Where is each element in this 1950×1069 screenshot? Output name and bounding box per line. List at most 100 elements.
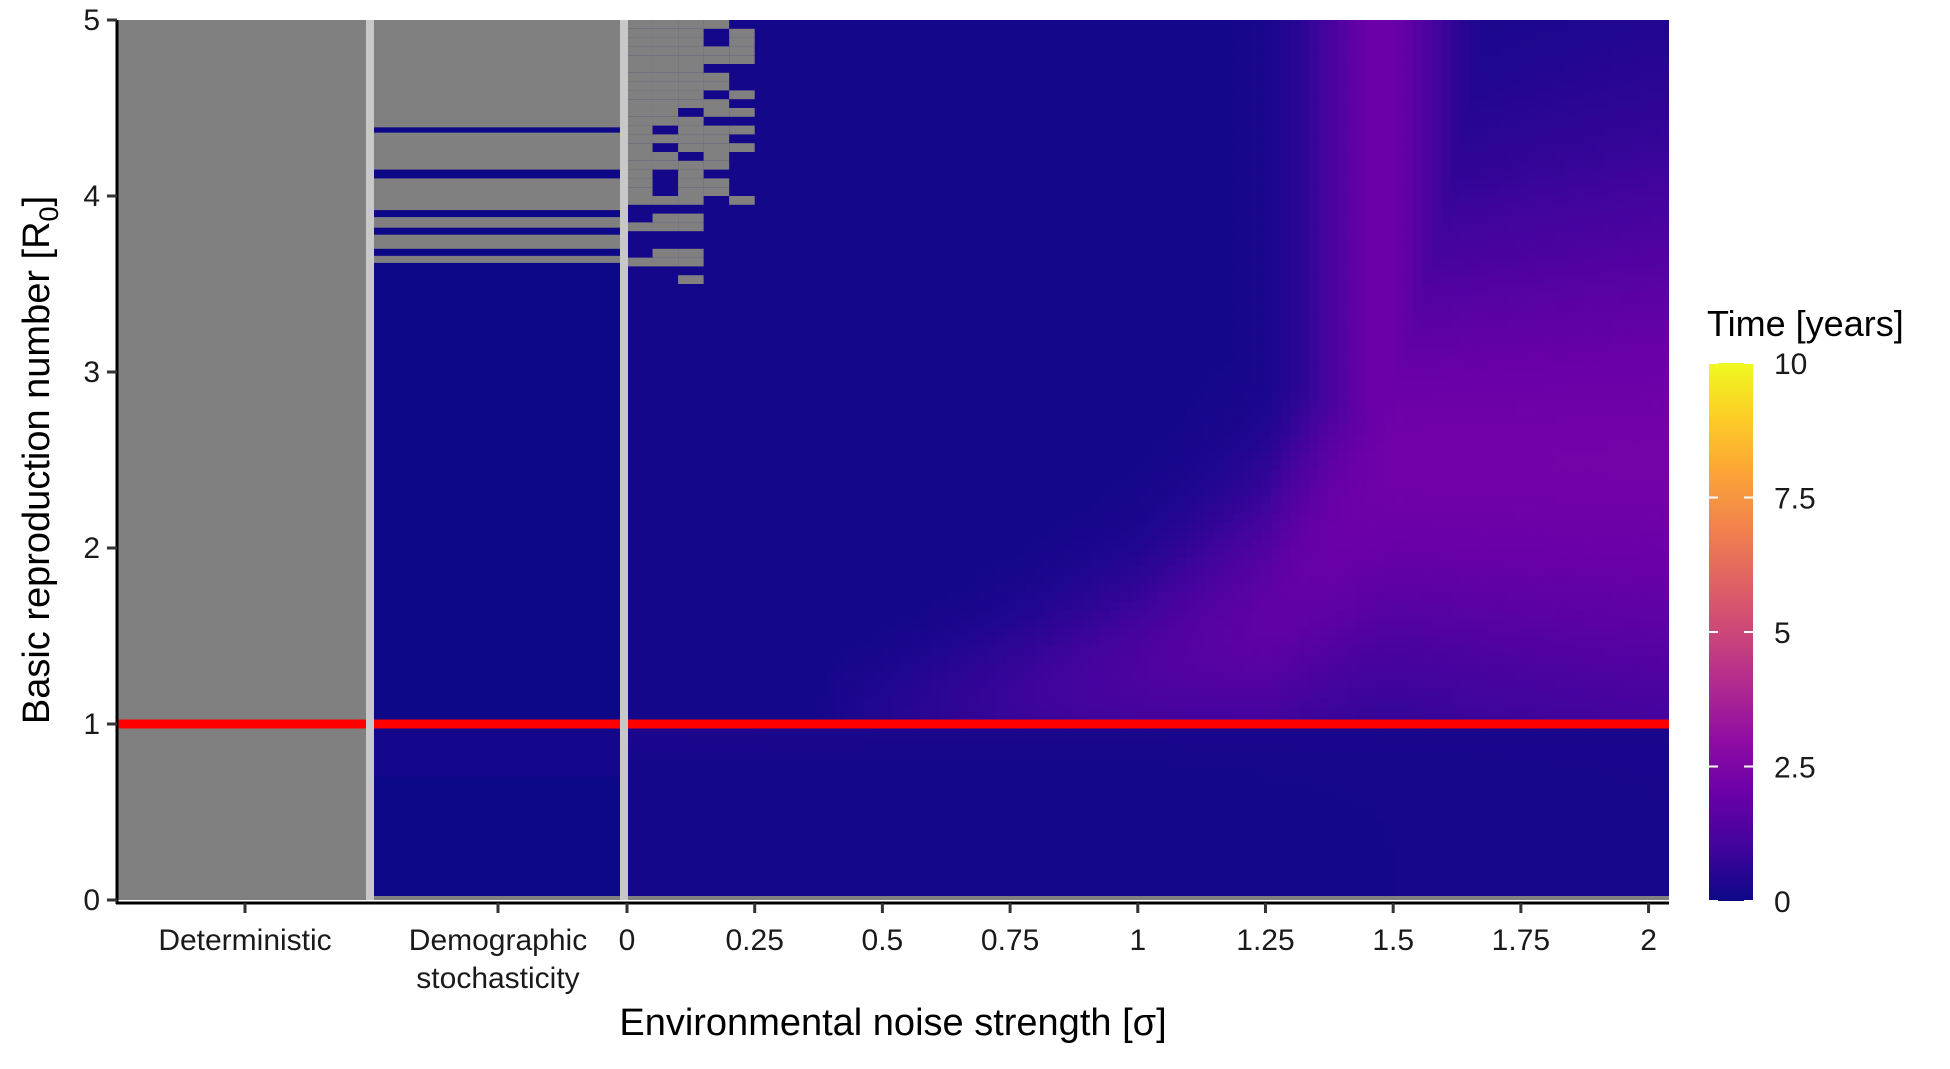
- heat-cell: [1166, 548, 1178, 558]
- heat-cell: [1432, 433, 1443, 443]
- heat-cell: [1365, 776, 1376, 787]
- heat-cell: [1081, 636, 1092, 646]
- heat-cell: [1526, 785, 1537, 795]
- heat-cell: [1545, 548, 1556, 558]
- heat-cell: [1526, 196, 1537, 206]
- heat-cell: [1564, 504, 1575, 514]
- heat-cell: [1555, 776, 1566, 787]
- heat-cell: [1394, 512, 1405, 523]
- heat-cell: [1062, 548, 1073, 558]
- heat-cell: [1479, 653, 1490, 663]
- heat-cell: [1422, 512, 1433, 523]
- heat-cell: [1280, 662, 1291, 672]
- heat-cell: [1053, 662, 1064, 672]
- heat-cell: [1526, 222, 1537, 232]
- heat-cell: [1441, 829, 1452, 839]
- heat-cell: [1545, 486, 1556, 496]
- heat-cell: [1271, 416, 1282, 426]
- heat-cell: [1545, 521, 1556, 531]
- heat-cell: [1185, 504, 1196, 514]
- heat-cell: [1602, 222, 1613, 232]
- heat-cell: [1365, 653, 1376, 663]
- heat-cell: [1394, 363, 1405, 373]
- heat-cell: [1309, 504, 1320, 514]
- heat-cell: [1460, 618, 1471, 628]
- heat-cell: [1564, 284, 1575, 294]
- heat-cell: [1195, 416, 1206, 426]
- heat-cell: [1290, 99, 1301, 109]
- heat-cell: [1479, 64, 1490, 74]
- heat-cell: [1185, 495, 1196, 505]
- heat-cell: [1394, 486, 1405, 496]
- heat-cell: [1356, 451, 1367, 461]
- heat-cell: [1327, 680, 1339, 690]
- heat-cell: [1148, 477, 1159, 487]
- heat-cell: [1441, 143, 1452, 153]
- heat-cell: [996, 592, 1007, 602]
- heat-cell: [1176, 565, 1187, 575]
- heat-cell: [844, 732, 855, 743]
- heat-cell: [1441, 319, 1452, 329]
- heat-cell: [1451, 556, 1462, 567]
- heat-cell: [939, 671, 950, 681]
- heat-cell: [1233, 345, 1244, 355]
- heat-cell: [1422, 213, 1433, 223]
- heat-cell: [1356, 363, 1367, 373]
- heat-cell: [1432, 636, 1443, 646]
- heat-cell: [1318, 424, 1329, 435]
- heat-cell: [1091, 592, 1102, 602]
- heat-cell: [1290, 504, 1301, 514]
- heat-cell: [1432, 574, 1443, 584]
- heat-cell: [1470, 125, 1481, 135]
- heat-cell: [1470, 741, 1481, 751]
- heat-cell: [1365, 468, 1376, 479]
- heat-cell: [1479, 46, 1490, 56]
- heat-cell: [1602, 363, 1613, 373]
- heat-cell: [1081, 706, 1092, 716]
- heat-cell: [1403, 741, 1414, 751]
- heat-cell: [1555, 548, 1566, 558]
- heat-cell: [1327, 442, 1339, 452]
- heat-cell: [1024, 583, 1035, 593]
- heat-cell: [1536, 99, 1547, 109]
- heat-cell: [1318, 213, 1329, 223]
- heat-cell: [1375, 301, 1386, 311]
- heat-cell: [1318, 636, 1329, 646]
- heat-cell: [1280, 99, 1291, 109]
- heat-cell: [1574, 838, 1585, 848]
- heat-cell: [1091, 512, 1102, 523]
- heat-cell: [1100, 556, 1111, 567]
- heat-cell: [1290, 583, 1301, 593]
- heat-cell: [1564, 671, 1575, 681]
- heat-cell: [1261, 706, 1272, 716]
- heat-cell: [1233, 609, 1244, 619]
- heat-cell: [835, 724, 846, 734]
- heat-cell: [1280, 257, 1291, 267]
- heat-cell: [1574, 732, 1585, 743]
- heat-cell: [1072, 732, 1083, 743]
- heat-cell: [1053, 609, 1064, 619]
- heat-cell: [1280, 354, 1291, 364]
- heat-cell: [1526, 28, 1537, 39]
- heat-cell: [1583, 521, 1594, 531]
- heat-cell: [1413, 530, 1424, 540]
- heat-cell: [1119, 512, 1130, 523]
- heat-cell: [1337, 407, 1348, 417]
- heat-cell: [1346, 468, 1357, 479]
- heat-cell: [1138, 521, 1149, 531]
- heat-cell: [1507, 407, 1519, 417]
- heat-cell: [1280, 46, 1291, 56]
- heat-cell: [1574, 108, 1585, 118]
- heat-cell: [1365, 662, 1376, 672]
- heat-cell: [1507, 688, 1519, 699]
- heat-cell: [1252, 451, 1263, 461]
- heat-cell: [1403, 442, 1414, 452]
- heat-cell: [1470, 37, 1481, 47]
- heat-cell: [1593, 310, 1604, 320]
- heat-cell: [1451, 442, 1462, 452]
- heat-cell: [1271, 556, 1282, 567]
- heat-cell: [1185, 416, 1196, 426]
- heat-cell: [1422, 697, 1433, 707]
- heat-cell: [1091, 750, 1102, 760]
- heat-cell: [1166, 732, 1178, 743]
